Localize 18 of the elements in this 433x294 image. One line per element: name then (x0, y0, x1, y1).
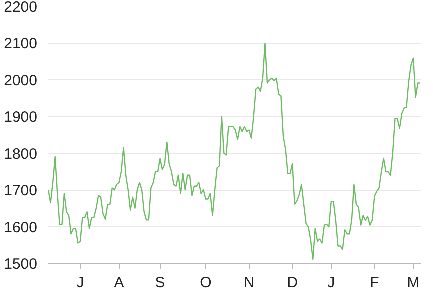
y-tick-label: 1700 (4, 182, 38, 200)
y-tick-label: 2100 (4, 36, 38, 53)
line-series (48, 42, 421, 260)
x-tick-label: N (244, 274, 255, 292)
y-tick-label: 1900 (4, 109, 38, 126)
y-tick-label: 1800 (4, 146, 38, 163)
x-tick-label: A (114, 274, 124, 292)
y-tick-label: 2200 (4, 0, 38, 16)
y-tick-label: 2000 (4, 72, 38, 90)
x-tick-label: J (76, 274, 84, 292)
y-tick-label: 1500 (4, 256, 38, 273)
x-tick-label: D (287, 274, 298, 292)
x-tick-label: M (407, 274, 420, 292)
x-tick-label: J (328, 274, 336, 292)
x-tick-label: O (200, 274, 212, 292)
x-tick-label: F (370, 274, 380, 292)
y-tick-label: 1600 (4, 219, 38, 236)
x-tick-label: S (155, 274, 166, 292)
